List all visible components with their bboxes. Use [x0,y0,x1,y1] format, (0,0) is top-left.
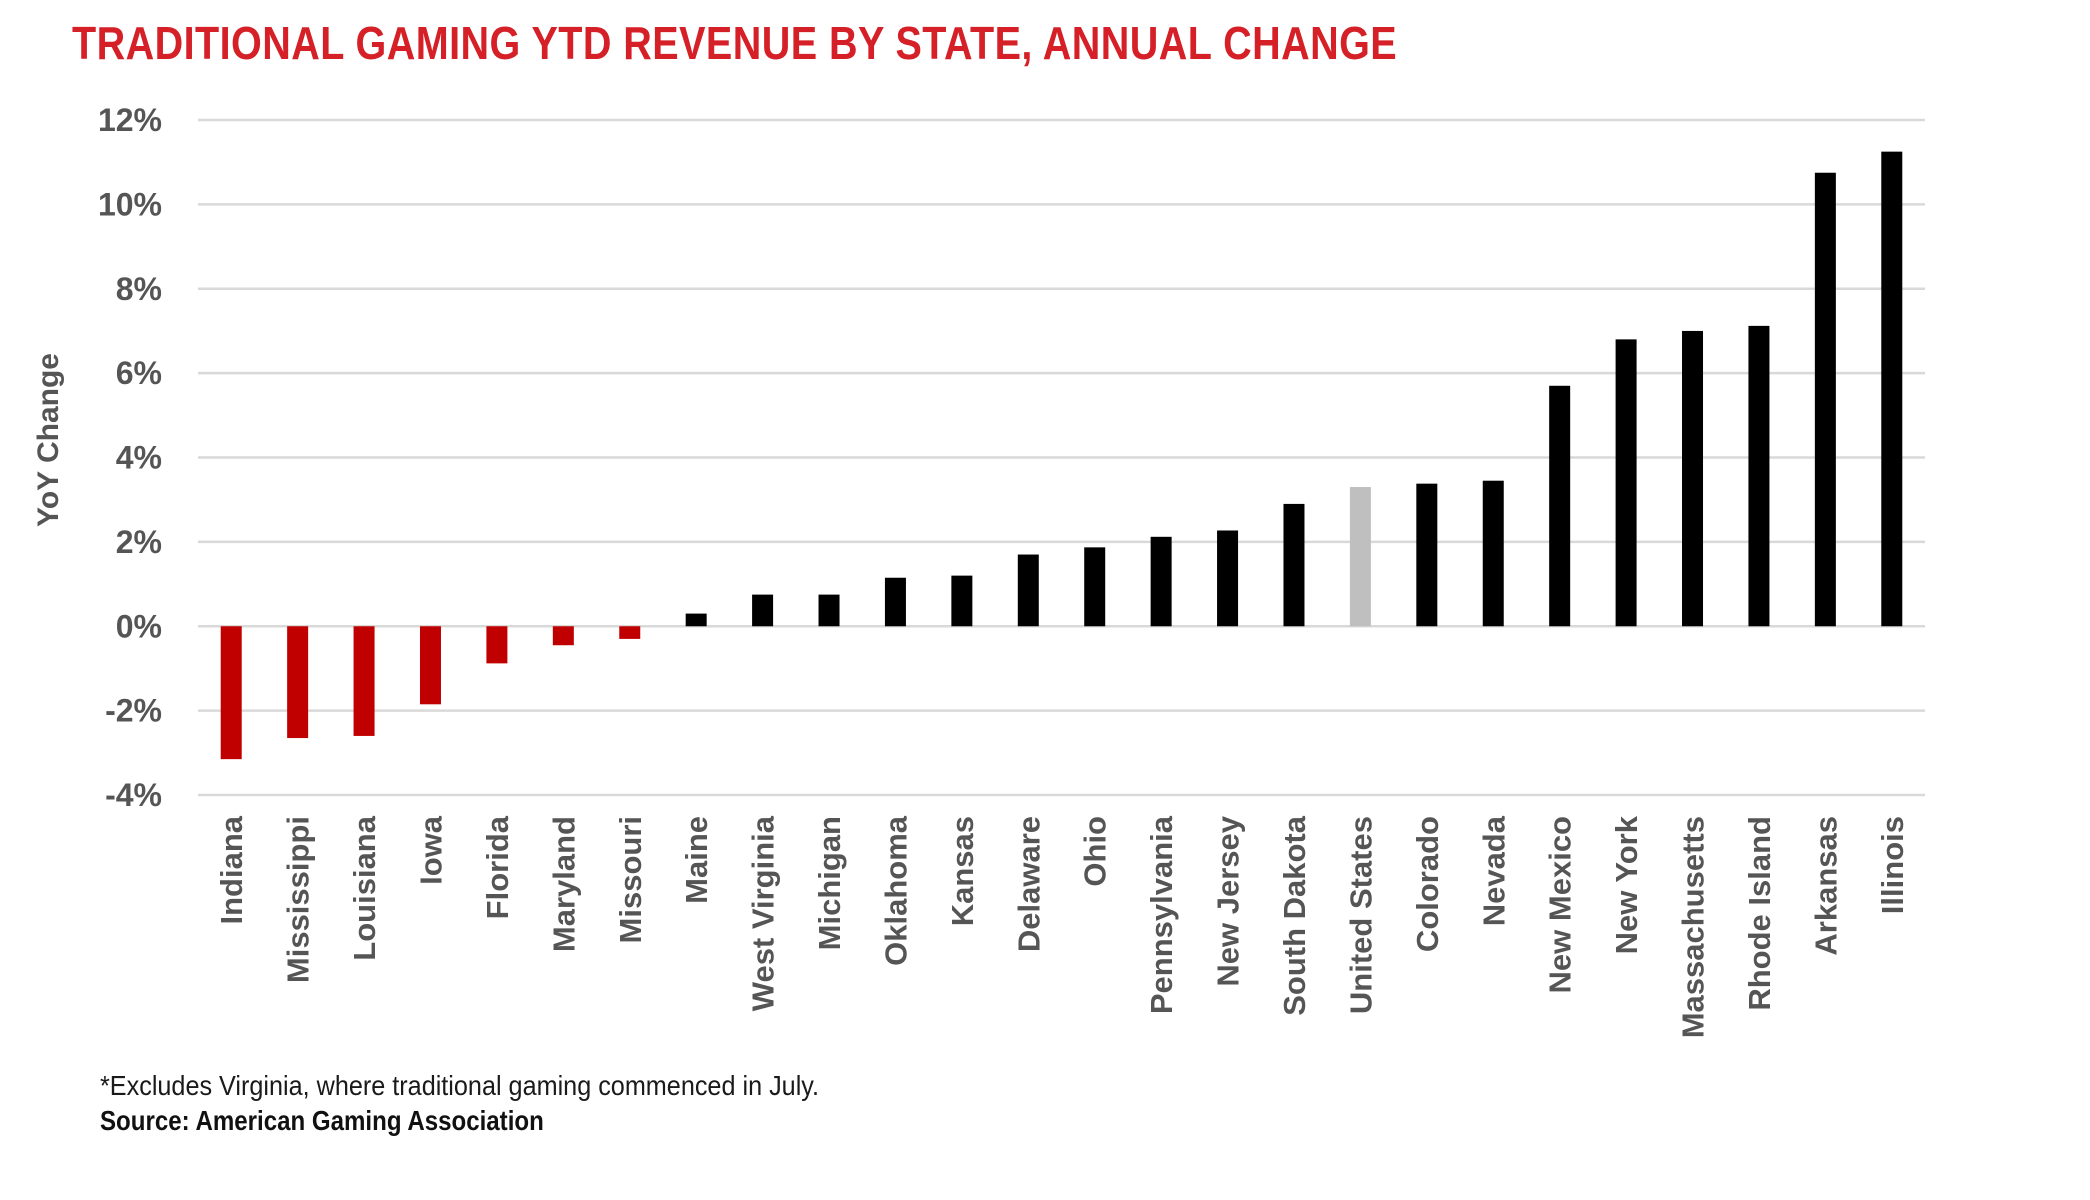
bar-louisiana [353,626,375,736]
bar-new-york [1615,339,1637,627]
source-note: Source: American Gaming Association [100,1105,544,1136]
bar-iowa [419,626,441,705]
y-tick-label: 2% [116,524,162,560]
x-category-label: South Dakota [1277,815,1312,1016]
y-tick-label: -4% [105,777,162,813]
bar-arkansas [1814,172,1836,627]
bar-illinois [1881,151,1903,627]
x-category-label: New Jersey [1211,815,1246,986]
x-category-label: Colorado [1410,816,1445,952]
x-category-label: Illinois [1875,816,1910,914]
bar-colorado [1416,483,1438,627]
y-tick-label: 0% [116,608,162,644]
x-category-label: Kansas [945,816,980,926]
footnote: *Excludes Virginia, where traditional ga… [100,1070,820,1101]
x-category-label: Delaware [1011,816,1046,952]
bar-new-mexico [1549,385,1571,627]
y-tick-label: 6% [116,355,162,391]
bar-massachusetts [1682,330,1704,627]
x-category-label: Iowa [413,815,448,885]
bar-south-dakota [1283,503,1305,627]
bar-ohio [1084,547,1106,627]
y-tick-label: 12% [98,102,162,138]
x-category-label: Maryland [546,816,581,952]
x-axis-category-labels: Indiana Mississippi Louisiana Iowa Florida Ma… [214,815,1910,1038]
x-category-label: New Mexico [1543,816,1578,993]
x-category-label: Arkansas [1808,816,1843,956]
x-category-label: Massachusetts [1676,816,1711,1038]
y-tick-label: -2% [105,693,162,729]
bar-oklahoma [884,577,906,627]
x-category-label: Ohio [1078,816,1113,887]
bar-rhode-island [1748,325,1770,627]
x-category-label: Maine [679,816,714,904]
bar-indiana [220,626,242,760]
x-category-label: Florida [480,815,515,919]
x-category-label: United States [1343,816,1378,1014]
x-category-label: Missouri [613,816,648,943]
bar-michigan [818,594,840,627]
bar-kansas [951,575,973,627]
bar-maine [685,613,707,627]
x-category-label: Pennsylvania [1144,815,1179,1014]
bar-missouri [619,626,641,639]
chart-title: TRADITIONAL GAMING YTD REVENUE BY STATE,… [72,17,1398,69]
bar-maryland [552,626,574,646]
bar-united-states [1349,487,1371,627]
bar-mississippi [287,626,309,739]
bar-new-jersey [1217,530,1239,627]
x-category-label: Oklahoma [878,815,913,966]
x-category-label: Mississippi [281,816,316,983]
x-category-label: Michigan [812,816,847,950]
x-category-label: West Virginia [746,815,781,1011]
x-category-label: Louisiana [347,815,382,960]
y-tick-label: 8% [116,271,162,307]
x-category-label: Nevada [1476,815,1511,926]
x-category-label: Rhode Island [1742,816,1777,1011]
bar-pennsylvania [1150,536,1172,627]
y-tick-label: 10% [98,186,162,222]
bar-nevada [1482,480,1504,627]
y-tick-label: 4% [116,440,162,476]
bar-west-virginia [752,594,774,627]
y-axis-title: YoY Change [32,353,65,527]
bar-florida [486,626,508,664]
x-category-label: New York [1609,815,1644,954]
bar-delaware [1017,554,1039,627]
y-axis-tick-labels: -4% -2% 0% 2% 4% 6% 8% 10% 12% [98,102,162,813]
bars [220,151,1903,760]
gridlines [198,118,1925,797]
x-category-label: Indiana [214,815,249,924]
